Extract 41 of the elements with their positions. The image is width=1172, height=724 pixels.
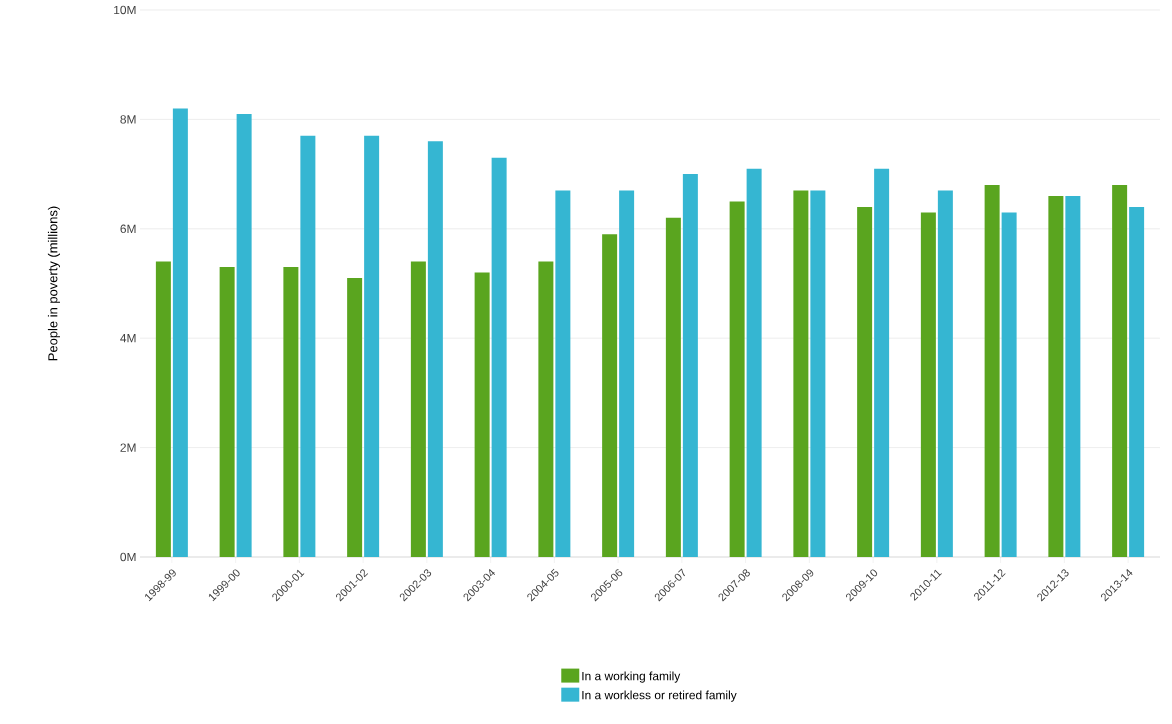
bar — [746, 168, 762, 557]
bar — [602, 234, 618, 557]
bar — [155, 261, 171, 557]
y-tick-label: 8M — [120, 115, 136, 124]
bar — [1065, 195, 1081, 557]
y-tick-label: 0M — [120, 552, 136, 562]
bar — [810, 190, 826, 557]
bar — [984, 185, 1000, 557]
bar — [1129, 206, 1145, 557]
bar — [1048, 195, 1064, 557]
bar — [793, 190, 809, 557]
bar — [665, 217, 681, 557]
bar — [491, 157, 507, 557]
y-tick-label: 4M — [120, 334, 136, 343]
y-tick-label: 2M — [120, 443, 136, 452]
bar — [619, 190, 635, 557]
bar — [857, 206, 873, 557]
bar — [555, 190, 571, 557]
y-tick-label: 6M — [120, 224, 136, 234]
bar — [937, 190, 953, 557]
legend-label: In a working family — [582, 671, 681, 683]
bar — [920, 212, 936, 557]
y-tick-label: 10M — [114, 5, 136, 15]
bar — [364, 135, 380, 557]
bar — [874, 168, 890, 557]
bar — [283, 267, 299, 557]
bar — [474, 272, 490, 557]
bar — [410, 261, 426, 557]
bar — [300, 135, 316, 557]
y-axis-title: People in poverty (millions) — [47, 206, 60, 361]
bar — [347, 278, 363, 557]
bar — [682, 174, 698, 557]
legend-label: In a workless or retired family — [582, 690, 737, 702]
bar — [1001, 212, 1017, 557]
bar — [219, 267, 235, 557]
bar — [236, 113, 252, 557]
bar — [729, 201, 745, 557]
bar — [427, 141, 443, 557]
bar — [1112, 185, 1128, 557]
bar — [538, 261, 554, 557]
bar — [172, 108, 188, 557]
